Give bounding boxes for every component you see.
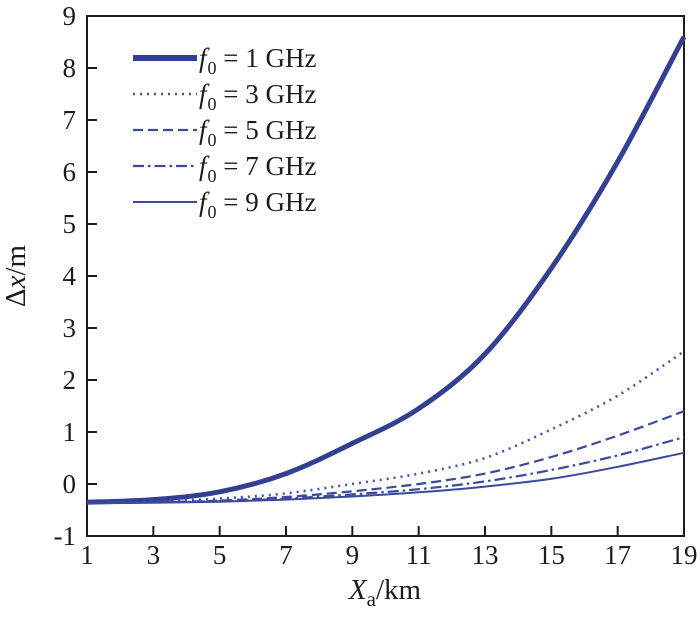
legend-label: f0 = 5 GHz: [199, 114, 317, 150]
legend-line-swatch: [133, 92, 197, 96]
y-axis-label: Δx/m: [0, 244, 32, 307]
y-tick-label: 2: [63, 365, 77, 395]
legend-label: f0 = 1 GHz: [199, 42, 317, 78]
y-tick-label: 4: [63, 261, 77, 291]
y-tick-label: -1: [54, 521, 77, 551]
legend-line-swatch: [133, 164, 197, 168]
y-tick-label: 8: [63, 53, 77, 83]
legend-label: f0 = 9 GHz: [199, 186, 317, 222]
x-tick-label: 17: [604, 540, 631, 570]
y-tick-label: 3: [63, 313, 77, 343]
legend-item-2: f0 = 3 GHz: [131, 76, 317, 114]
legend-label: f0 = 7 GHz: [199, 150, 317, 186]
x-tick-label: 7: [279, 540, 293, 570]
axes-frame: [86, 15, 685, 537]
x-axis-label: Xa/km: [348, 574, 422, 611]
legend-line-swatch: [133, 128, 197, 132]
x-tick-label: 19: [671, 540, 698, 570]
x-tick-label: 15: [538, 540, 565, 570]
series-line-1: [86, 35, 687, 505]
series-line-5: [86, 451, 685, 505]
y-tick-label: 1: [63, 417, 77, 447]
x-tick-label: 5: [213, 540, 227, 570]
series-lines: [86, 35, 687, 505]
x-tick-label: 1: [80, 540, 94, 570]
x-tick-label: 9: [346, 540, 360, 570]
legend-label: f0 = 3 GHz: [199, 78, 317, 114]
x-tick-label: 3: [147, 540, 161, 570]
legend-item-4: f0 = 7 GHz: [131, 148, 317, 186]
y-tick-label: 7: [63, 105, 77, 135]
series-line-2: [86, 350, 685, 504]
x-tick-label: 13: [472, 540, 499, 570]
legend-line-swatch: [133, 201, 197, 203]
y-tick-label: 0: [63, 469, 77, 499]
y-tick-label: 9: [63, 1, 77, 31]
series-line-4: [86, 436, 685, 504]
legend-item-3: f0 = 5 GHz: [131, 112, 317, 150]
legend: f0 = 1 GHz f0 = 3 GHz f0 = 5 GHz f0 = 7 …: [131, 40, 317, 222]
legend-item-1: f0 = 1 GHz: [131, 40, 317, 78]
x-tick-label: 11: [406, 540, 432, 570]
y-tick-label: 5: [63, 209, 77, 239]
y-tick-label: 6: [63, 157, 77, 187]
legend-item-5: f0 = 9 GHz: [131, 184, 317, 222]
legend-line-swatch: [133, 55, 197, 61]
